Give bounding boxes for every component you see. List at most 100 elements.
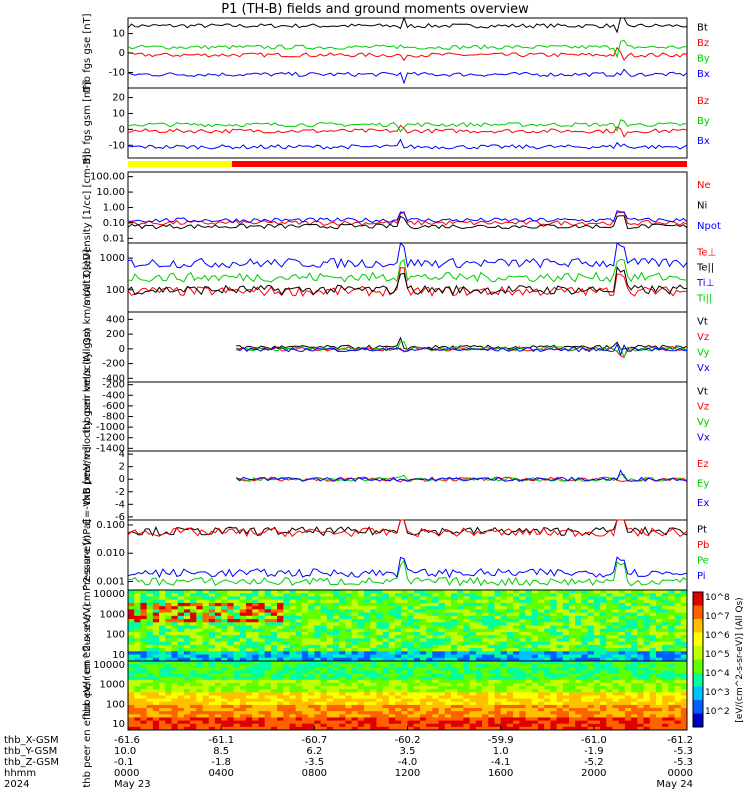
spectrogram-cell (258, 619, 266, 623)
spectrogram-cell (587, 720, 595, 725)
spectrogram-cell (413, 682, 421, 687)
spectrogram-cell (152, 686, 160, 690)
spectrogram-cell (159, 596, 166, 601)
spectrogram-cell (289, 615, 297, 620)
spectrogram-cell (196, 711, 204, 715)
spectrogram-cell (537, 609, 545, 614)
spectrogram-cell (438, 628, 446, 633)
spectrogram-cell (562, 667, 570, 671)
spectrogram-cell (134, 701, 141, 706)
spectrogram-cell (450, 667, 458, 671)
spectrogram-cell (575, 711, 582, 715)
spectrogram-cell (482, 670, 489, 675)
spectrogram-cell (413, 704, 421, 709)
spectrogram-cell (506, 648, 514, 652)
spectrogram-cell (214, 661, 222, 665)
spectrogram-cell (575, 667, 582, 671)
spectrogram-cell (388, 641, 396, 646)
spectrogram-cell (618, 676, 626, 681)
spectrogram-cell (407, 701, 415, 706)
spectrogram-cell (432, 615, 440, 620)
spectrogram-cell (326, 692, 334, 696)
spectrogram-cell (270, 692, 278, 696)
spectrogram-cell (332, 670, 340, 675)
spectrogram-cell (426, 661, 433, 665)
spectrogram-cell (339, 676, 346, 681)
spectrogram-cell (283, 648, 290, 652)
spectrogram-cell (395, 673, 402, 678)
spectrogram-cell (556, 698, 564, 703)
y-tick-label: 1000 (100, 609, 125, 620)
spectrogram-cell (314, 641, 322, 646)
spectrogram-cell (152, 673, 160, 678)
spectrogram-cell (401, 682, 408, 687)
spectrogram-cell (550, 635, 558, 639)
spectrogram-cell (345, 692, 353, 696)
spectrogram-cell (202, 695, 210, 700)
spectrogram-cell (239, 631, 247, 636)
spectrogram-cell (239, 664, 247, 668)
spectrogram-cell (351, 619, 359, 623)
spectrogram-cell (239, 644, 247, 649)
series-line-By (127, 119, 688, 133)
spectrogram-cell (134, 641, 141, 646)
spectrogram-cell (488, 657, 495, 662)
spectrogram-cell (295, 590, 303, 594)
spectrogram-cell (326, 720, 334, 725)
spectrogram-cell (339, 708, 346, 712)
spectrogram-cell (364, 638, 371, 643)
spectrogram-cell (413, 701, 421, 706)
spectrogram-cell (531, 720, 539, 725)
spectrogram-cell (463, 714, 471, 718)
spectrogram-cell (426, 717, 433, 722)
spectrogram-cell (606, 701, 613, 706)
spectrogram-cell (506, 708, 514, 712)
spectrogram-cell (351, 717, 359, 722)
spectrogram-cell (177, 701, 185, 706)
spectrogram-cell (637, 657, 645, 662)
series-line-Te|| (127, 266, 688, 296)
spectrogram-cell (537, 679, 545, 684)
spectrogram-cell (562, 635, 570, 639)
spectrogram-cell (432, 682, 440, 687)
spectrogram-cell (494, 612, 502, 617)
spectrogram-cell (407, 664, 415, 668)
spectrogram-cell (202, 651, 210, 656)
spectrogram-cell (339, 670, 346, 675)
spectrogram-cell (165, 682, 172, 687)
spectrogram-cell (326, 704, 334, 709)
legend-Pe: Pe (697, 556, 709, 567)
spectrogram-cell (482, 664, 489, 668)
spectrogram-cell (196, 701, 204, 706)
spectrogram-cell (506, 622, 514, 626)
spectrogram-cell (128, 726, 135, 731)
spectrogram-cell (624, 708, 632, 712)
spectrogram-cell (295, 648, 303, 652)
spectrogram-cell (575, 679, 582, 684)
spectrogram-cell (494, 692, 502, 696)
spectrogram-cell (252, 599, 259, 604)
spectrogram-cell (568, 704, 576, 709)
spectrogram-cell (674, 606, 682, 610)
spectrogram-cell (146, 622, 154, 626)
spectrogram-cell (246, 631, 253, 636)
spectrogram-cell (612, 692, 620, 696)
spectrogram-cell (370, 657, 377, 662)
spectrogram-cell (246, 648, 253, 652)
spectrogram-cell (606, 698, 613, 703)
spectrogram-cell (295, 638, 303, 643)
spectrogram-cell (345, 590, 353, 594)
spectrogram-cell (152, 689, 160, 693)
spectrogram-cell (283, 657, 290, 662)
spectrogram-cell (668, 625, 676, 630)
spectrogram-cell (537, 612, 545, 617)
spectrogram-cell (662, 641, 669, 646)
spectrogram-cell (388, 720, 396, 725)
spectrogram-cell (171, 720, 179, 725)
spectrogram-cell (674, 708, 682, 712)
spectrogram-cell (320, 708, 328, 712)
spectrogram-cell (618, 661, 626, 665)
spectrogram-cell (196, 612, 204, 617)
spectrogram-cell (575, 661, 582, 665)
spectrogram-cell (208, 664, 216, 668)
